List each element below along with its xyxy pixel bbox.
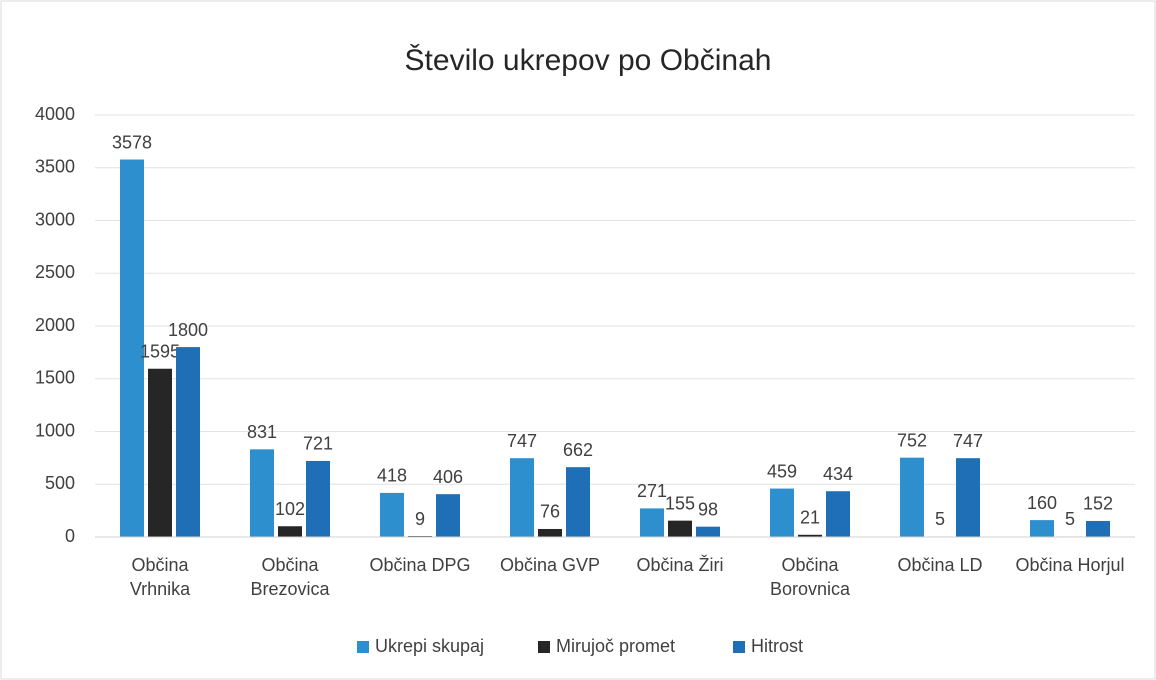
bar <box>148 368 172 537</box>
legend-swatch <box>538 640 550 653</box>
bar <box>120 159 144 537</box>
bar <box>640 508 664 537</box>
data-label: 459 <box>767 461 797 481</box>
data-label: 98 <box>698 499 718 519</box>
bar <box>538 528 562 537</box>
bar <box>306 460 330 537</box>
data-label: 747 <box>953 431 983 451</box>
y-tick-label: 500 <box>45 473 75 493</box>
data-label: 406 <box>433 467 463 487</box>
data-label: 831 <box>247 422 277 442</box>
y-tick-label: 3500 <box>35 157 75 177</box>
x-tick-label: Občina Borovnica <box>769 555 851 599</box>
data-label: 5 <box>935 509 945 529</box>
data-label: 155 <box>665 493 695 513</box>
bar <box>668 520 692 537</box>
bar <box>566 467 590 537</box>
bar <box>510 458 534 537</box>
data-label: 3578 <box>112 132 152 152</box>
data-label: 418 <box>377 466 407 486</box>
data-label: 160 <box>1027 493 1057 513</box>
chart-title: Število ukrepov po Občinah <box>405 43 772 77</box>
bar <box>1030 520 1054 537</box>
bar <box>956 458 980 537</box>
data-label: 271 <box>637 481 667 501</box>
bar <box>696 526 720 537</box>
y-tick-label: 0 <box>65 526 75 546</box>
data-label: 1800 <box>168 320 208 340</box>
data-label: 1595 <box>140 341 180 361</box>
x-tick-label: Občina Brezovica <box>250 555 330 599</box>
x-tick-label: Občina Žiri <box>636 555 724 575</box>
bar <box>436 494 460 537</box>
x-tick-label: Občina LD <box>897 555 983 575</box>
legend-label: Ukrepi skupaj <box>375 636 485 656</box>
legend-item: Ukrepi skupaj <box>357 636 484 657</box>
legend-label: Hitrost <box>751 636 804 656</box>
data-label: 662 <box>563 440 593 460</box>
bar <box>900 457 924 537</box>
bar <box>770 488 794 537</box>
data-label: 747 <box>507 431 537 451</box>
bar <box>798 534 822 537</box>
data-label: 434 <box>823 464 853 484</box>
y-tick-label: 1500 <box>35 368 75 388</box>
data-label: 76 <box>540 502 560 522</box>
bar <box>1086 520 1110 537</box>
y-tick-label: 1000 <box>35 420 75 440</box>
x-tick-label: Občina DPG <box>369 555 471 575</box>
data-label: 5 <box>1065 509 1075 529</box>
legend-swatch <box>733 640 745 653</box>
data-label: 9 <box>415 509 425 529</box>
bar <box>176 347 200 537</box>
legend-swatch <box>357 640 369 653</box>
bar <box>380 492 404 537</box>
y-tick-label: 2500 <box>35 262 75 282</box>
data-label: 721 <box>303 434 333 454</box>
data-label: 102 <box>275 499 305 519</box>
y-tick-label: 4000 <box>35 104 75 124</box>
y-tick-label: 2000 <box>35 315 75 335</box>
bar <box>826 491 850 537</box>
bar <box>278 526 302 537</box>
legend-item: Mirujoč promet <box>538 636 675 657</box>
data-label: 152 <box>1083 494 1113 514</box>
x-tick-label: Občina Vrhnika <box>129 555 191 599</box>
x-tick-label: Občina Horjul <box>1015 555 1125 575</box>
legend-item: Hitrost <box>733 636 803 657</box>
legend-label: Mirujoč promet <box>556 636 676 656</box>
y-tick-label: 3000 <box>35 209 75 229</box>
data-label: 752 <box>897 430 927 450</box>
bar <box>250 449 274 537</box>
x-tick-label: Občina GVP <box>499 555 601 575</box>
data-label: 21 <box>800 508 820 528</box>
